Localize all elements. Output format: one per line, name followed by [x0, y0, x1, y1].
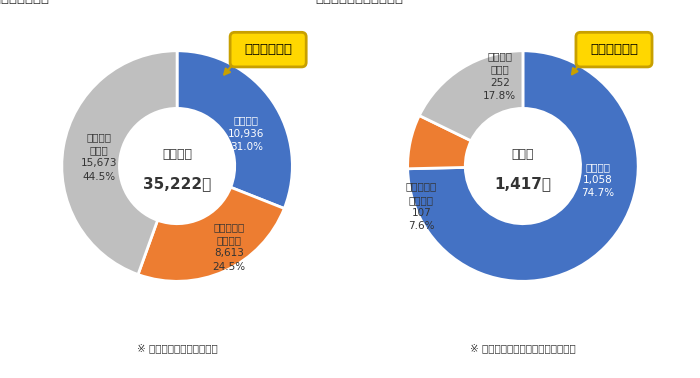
Text: 住宅以外の
建物火災
8,613
24.5%: 住宅以外の 建物火災 8,613 24.5%	[212, 222, 246, 271]
Text: 住宅が約３割: 住宅が約３割	[244, 43, 292, 56]
Text: 建物以外
の火災
252
17.8%: 建物以外 の火災 252 17.8%	[483, 51, 517, 101]
Text: 1,417人: 1,417人	[494, 176, 552, 191]
Wedge shape	[138, 187, 284, 281]
Text: 住宅以外の
建物火災
107
7.6%: 住宅以外の 建物火災 107 7.6%	[406, 181, 437, 231]
Wedge shape	[62, 51, 177, 274]
Wedge shape	[407, 51, 638, 281]
Text: 住宅火災
10,936
31.0%: 住宅火災 10,936 31.0%	[228, 116, 265, 152]
Text: 住宅火災
1,058
74.7%: 住宅火災 1,058 74.7%	[581, 162, 615, 198]
Text: 建物以外
の火災
15,673
44.5%: 建物以外 の火災 15,673 44.5%	[80, 132, 117, 181]
Text: ※ 放火を含むすべての火災: ※ 放火を含むすべての火災	[136, 343, 218, 353]
FancyBboxPatch shape	[576, 33, 652, 67]
Text: 35,222件: 35,222件	[143, 176, 211, 191]
Text: 住宅が約７割: 住宅が約７割	[590, 43, 638, 56]
Wedge shape	[407, 116, 471, 169]
Wedge shape	[177, 51, 293, 209]
Text: ※ 放火自殺者等を含むすべての死者: ※ 放火自殺者等を含むすべての死者	[470, 343, 576, 353]
Text: 出火件数: 出火件数	[162, 148, 192, 161]
Wedge shape	[419, 51, 523, 141]
Text: 死者数: 死者数	[512, 148, 534, 161]
Text: 令和３年中の火災死者数: 令和３年中の火災死者数	[316, 0, 403, 5]
FancyBboxPatch shape	[230, 33, 306, 67]
Text: 令和３年中の火災件数: 令和３年中の火災件数	[0, 0, 50, 5]
